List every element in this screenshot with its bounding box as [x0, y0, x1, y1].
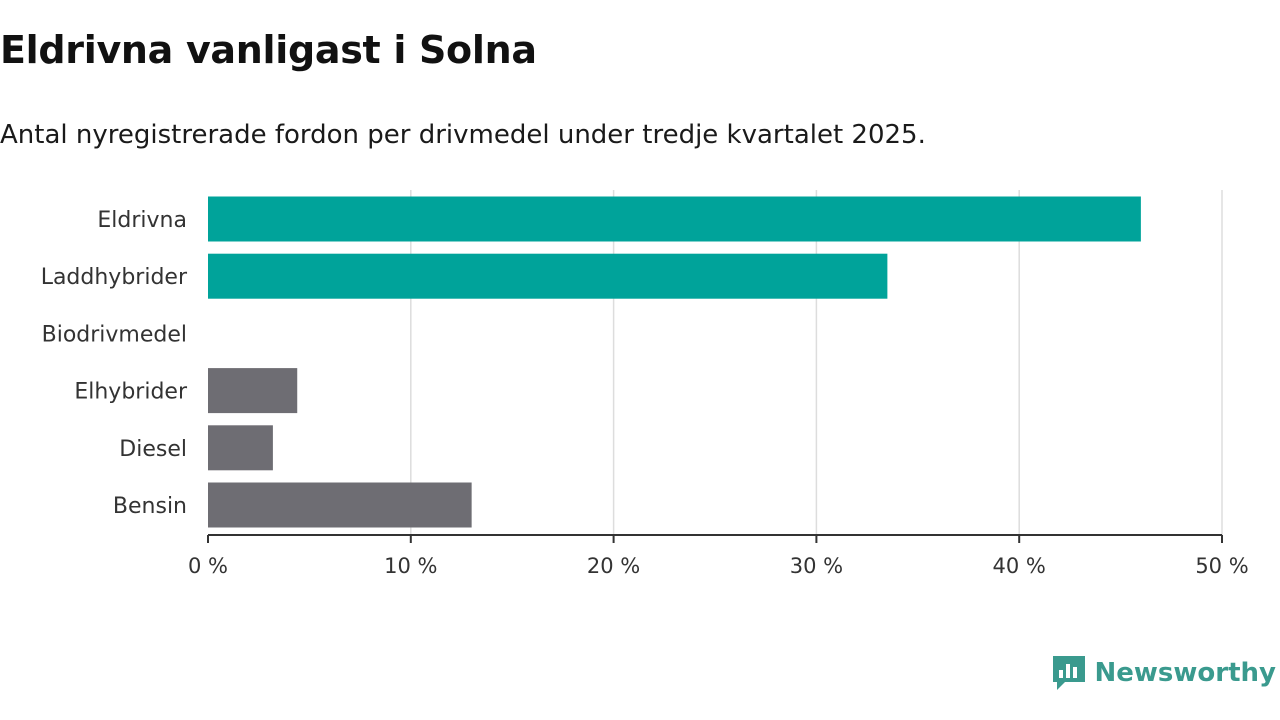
x-tick-label: 10 % — [384, 554, 437, 578]
bar-elhybrider — [208, 368, 298, 414]
bar-diesel — [208, 425, 273, 471]
bar-eldrivna — [208, 196, 1141, 242]
x-tick-label: 30 % — [790, 554, 843, 578]
bar-bensin — [208, 482, 472, 528]
x-tick-label: 20 % — [587, 554, 640, 578]
x-tick-label: 40 % — [993, 554, 1046, 578]
x-tick-label: 50 % — [1195, 554, 1248, 578]
chart-title: Eldrivna vanligast i Solna — [0, 28, 537, 72]
newsworthy-logo-icon — [1052, 656, 1085, 690]
category-label: Laddhybrider — [41, 265, 188, 290]
x-tick-label: 0 % — [188, 554, 228, 578]
category-label: Bensin — [113, 494, 187, 519]
bar-chart: Eldrivna Laddhybrider Biodrivmedel Elhybrid… — [41, 190, 1249, 578]
brand-name: Newsworthy — [1094, 658, 1276, 688]
category-label: Eldrivna — [97, 208, 187, 233]
category-label: Diesel — [119, 437, 187, 462]
category-label: Biodrivmedel — [42, 322, 187, 347]
bar-laddhybrider — [208, 253, 888, 299]
chart-subtitle: Antal nyregistrerade fordon per drivmede… — [0, 120, 926, 150]
brand-logo: Newsworthy — [1051, 654, 1276, 692]
category-label: Elhybrider — [74, 380, 188, 405]
